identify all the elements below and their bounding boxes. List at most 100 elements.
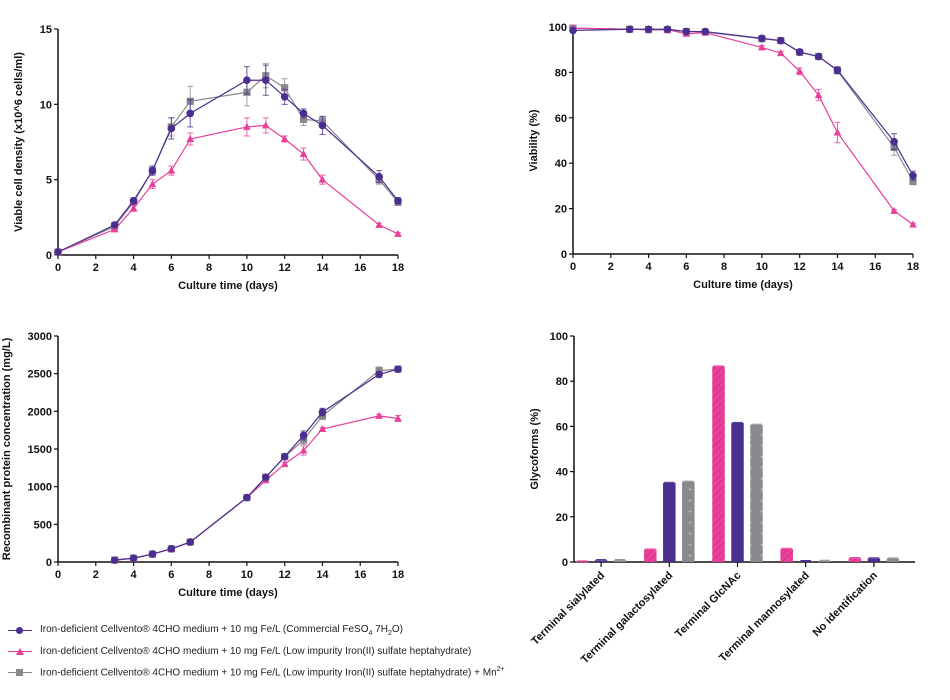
data-point-circle <box>890 137 898 146</box>
bar-low_impurity_mn <box>818 560 831 562</box>
x-tick-label: 12 <box>794 261 806 273</box>
y-tick-label: 500 <box>34 519 52 531</box>
y-tick-label: 100 <box>550 331 568 343</box>
x-axis-label: Culture time (days) <box>178 587 278 599</box>
x-tick-label: 8 <box>721 261 727 273</box>
data-point-triangle <box>261 121 270 129</box>
category-label: Terminal sialylated <box>529 570 607 648</box>
data-point-circle <box>833 66 842 74</box>
series-low_impurity_mn <box>111 365 402 564</box>
series-line <box>114 368 399 561</box>
y-tick-label: 40 <box>555 158 567 170</box>
bar-commercial <box>867 558 881 562</box>
series-line <box>57 74 399 253</box>
x-tick-label: 12 <box>279 569 291 581</box>
category-label: No identification <box>811 569 881 639</box>
series-line <box>572 27 914 182</box>
y-tick-label: 1000 <box>28 482 52 494</box>
data-point-triangle <box>318 425 327 433</box>
y-tick-label: 60 <box>555 113 567 125</box>
x-tick-label: 18 <box>907 261 919 273</box>
x-tick-label: 4 <box>645 261 652 273</box>
data-point-circle <box>299 431 308 440</box>
x-tick-label: 0 <box>55 569 61 581</box>
data-point-circle <box>186 109 195 118</box>
x-tick-label: 8 <box>206 262 212 274</box>
y-tick-label: 100 <box>549 22 567 34</box>
data-point-square <box>281 84 289 92</box>
data-point-circle <box>394 365 402 373</box>
bar-commercial <box>799 561 812 562</box>
x-tick-label: 4 <box>130 569 137 581</box>
bar-low_impurity_mn <box>613 560 627 562</box>
data-point-triangle <box>394 414 402 422</box>
data-point-circle <box>243 493 251 502</box>
data-point-square <box>909 177 917 185</box>
data-point-circle <box>148 166 157 175</box>
data-point-triangle <box>375 220 383 228</box>
bar-low_impurity_mn <box>750 424 763 562</box>
y-tick-label: 80 <box>556 376 568 388</box>
x-tick-label: 14 <box>316 262 329 274</box>
y-axis-label: Glycoforms (%) <box>529 408 541 490</box>
data-point-circle <box>110 556 119 564</box>
data-point-triangle <box>129 204 138 212</box>
x-tick-label: 2 <box>93 262 99 274</box>
data-point-circle <box>776 36 785 45</box>
data-point-circle <box>280 93 289 101</box>
bar-low_impurity <box>644 549 657 562</box>
data-point-triangle <box>299 150 308 158</box>
data-point-circle <box>663 25 672 34</box>
x-tick-label: 10 <box>241 262 253 274</box>
x-tick-label: 16 <box>354 262 366 274</box>
y-tick-label: 0 <box>562 557 568 569</box>
x-tick-label: 16 <box>354 569 366 581</box>
data-point-circle <box>375 370 383 379</box>
bar-low_impurity <box>780 548 793 562</box>
series-line <box>114 368 399 561</box>
y-tick-label: 15 <box>40 24 52 36</box>
legend-label: Iron-deficient Cellvento® 4CHO medium + … <box>40 624 403 637</box>
data-point-circle <box>261 473 270 482</box>
y-axis-label: Viability (%) <box>528 109 540 171</box>
y-axis-label: Viable cell density (x10^6 cells/ml) <box>13 52 25 232</box>
data-point-circle <box>129 554 138 563</box>
bar-commercial <box>663 482 676 562</box>
bar-commercial <box>594 560 608 562</box>
x-tick-label: 8 <box>206 569 212 581</box>
data-point-circle <box>644 25 653 34</box>
data-point-circle <box>394 196 402 205</box>
data-point-triangle <box>833 128 842 136</box>
x-tick-label: 18 <box>392 569 404 581</box>
data-point-circle <box>243 76 251 85</box>
data-point-triangle <box>776 49 785 57</box>
data-point-circle <box>148 550 157 558</box>
y-tick-label: 0 <box>561 249 567 261</box>
chart-viability: 0 20 40 60 80 100 0 2 4 6 8 10 12 14 16 18 Culture time … <box>528 22 919 291</box>
x-tick-label: 0 <box>55 262 61 274</box>
legend-item-low-impurity-mn: Iron-deficient Cellvento® 4CHO medium + … <box>8 662 505 683</box>
series-line <box>57 79 399 253</box>
series-commercial <box>110 365 402 564</box>
data-point-circle <box>795 48 804 56</box>
bar-low_impurity_mn <box>682 481 695 562</box>
y-axis-label: Recombinant protein concentration (mg/L) <box>1 337 13 560</box>
x-tick-label: 6 <box>168 262 174 274</box>
data-point-triangle <box>243 122 251 130</box>
y-tick-label: 20 <box>556 512 568 524</box>
x-tick-label: 2 <box>93 569 99 581</box>
x-tick-label: 16 <box>869 261 881 273</box>
category-label: Terminal GlcNAc <box>673 570 744 641</box>
chart-vcd: 0 5 10 15 0 2 4 6 8 10 12 14 16 18 Culture time (days)… <box>13 24 404 292</box>
bar-low_impurity <box>848 558 862 562</box>
data-point-circle <box>54 248 62 256</box>
bar-low_impurity <box>712 366 725 562</box>
data-point-triangle <box>280 134 289 142</box>
data-point-circle <box>569 26 577 35</box>
data-point-circle <box>129 196 138 205</box>
legend-label: Iron-deficient Cellvento® 4CHO medium + … <box>40 666 505 679</box>
series-line <box>572 27 914 225</box>
data-point-circle <box>375 172 383 181</box>
series-line <box>57 124 399 253</box>
legend-item-low-impurity: Iron-deficient Cellvento® 4CHO medium + … <box>8 641 505 662</box>
